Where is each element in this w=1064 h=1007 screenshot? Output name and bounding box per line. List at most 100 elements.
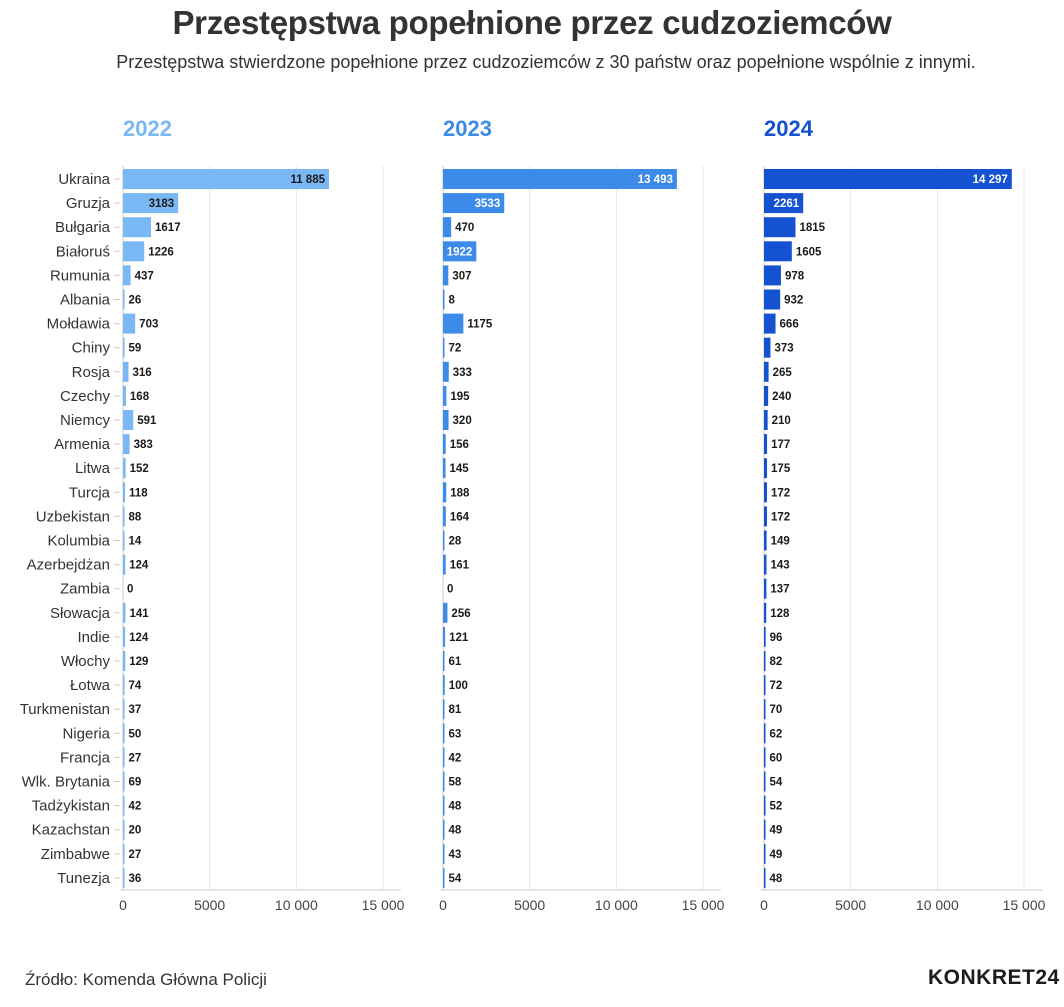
- bar-2023-rosja: [443, 361, 449, 382]
- x-tick-label: 10 000: [595, 897, 638, 913]
- country-label: Wlk. Brytania: [22, 774, 111, 791]
- bar-2022-turkmenistan: [123, 699, 125, 720]
- country-label: Włochy: [61, 653, 111, 670]
- data-label: 168: [130, 391, 150, 403]
- bar-2022-niemcy: [123, 410, 134, 430]
- country-label: Gruzja: [66, 195, 111, 212]
- bar-2024-kolumbia: [764, 530, 767, 551]
- bar-2022-kazachstan: [123, 819, 125, 840]
- bar-2023-gruzja: [443, 193, 505, 214]
- bar-2024-litwa: [764, 458, 768, 479]
- bar-2022-kolumbia: [123, 530, 125, 551]
- bar-2022-armenia: [123, 434, 130, 455]
- bar-2023-niemcy: [443, 410, 449, 430]
- data-label: 195: [450, 391, 470, 403]
- data-label: 28: [449, 536, 462, 548]
- bar-2023-azerbejd-an: [443, 554, 446, 575]
- data-label: 49: [770, 849, 783, 861]
- data-label: 88: [129, 511, 142, 523]
- data-label: 240: [772, 391, 791, 403]
- x-tick-label: 5000: [194, 897, 225, 913]
- x-tick-label: 0: [119, 897, 127, 913]
- data-label: 2261: [774, 198, 800, 210]
- bar-2023-czechy: [443, 385, 447, 406]
- x-tick-label: 15 000: [682, 897, 725, 913]
- x-tick-label: 10 000: [275, 897, 318, 913]
- bar-2024--otwa: [764, 675, 766, 696]
- country-label: Słowacja: [50, 605, 111, 622]
- data-label: 137: [770, 584, 789, 596]
- data-label: 932: [784, 295, 803, 307]
- data-label: 61: [449, 656, 462, 668]
- bar-2024-chiny: [764, 337, 771, 358]
- data-label: 82: [770, 656, 783, 668]
- bar-2023-tad-ykistan: [443, 795, 445, 816]
- data-label: 320: [453, 415, 472, 427]
- data-label: 383: [134, 439, 153, 451]
- konkret24-logo[interactable]: KONKRET24: [928, 966, 1060, 989]
- data-label: 48: [449, 801, 462, 813]
- data-label: 118: [129, 487, 148, 499]
- bar-2023-tunezja: [443, 867, 445, 888]
- data-label: 54: [770, 777, 783, 789]
- data-label: 54: [449, 873, 462, 885]
- data-label: 63: [449, 728, 462, 740]
- bar-2023-uzbekistan: [443, 506, 446, 527]
- data-label: 161: [450, 560, 470, 572]
- data-label: 62: [770, 728, 783, 740]
- data-label: 373: [774, 343, 793, 355]
- bar-2022-chiny: [123, 337, 125, 358]
- data-label: 48: [770, 873, 783, 885]
- country-label: Kolumbia: [47, 533, 110, 550]
- data-label: 42: [129, 801, 142, 813]
- bar-2023-wlk-brytania: [443, 771, 445, 792]
- bar-2022-indie: [123, 626, 126, 647]
- data-label: 124: [129, 560, 149, 572]
- bar-2022-bia-oru-: [123, 241, 145, 262]
- country-label: Bułgaria: [55, 219, 111, 236]
- bar-2022-s-owacja: [123, 602, 126, 623]
- data-label: 175: [771, 463, 791, 475]
- data-label: 20: [129, 825, 142, 837]
- data-label: 666: [780, 319, 799, 331]
- bar-2024-kazachstan: [764, 819, 766, 840]
- x-tick-label: 15 000: [1003, 897, 1046, 913]
- data-label: 27: [129, 849, 142, 861]
- data-label: 13 493: [638, 174, 673, 186]
- bar-2023-turkmenistan: [443, 699, 445, 720]
- bar-2023-litwa: [443, 458, 446, 479]
- bar-2023-rumunia: [443, 265, 449, 286]
- data-label: 70: [770, 704, 783, 716]
- x-tick-label: 0: [760, 897, 768, 913]
- country-label: Armenia: [54, 436, 111, 453]
- data-label: 37: [129, 704, 142, 716]
- data-label: 152: [130, 463, 149, 475]
- country-label: Francja: [60, 749, 111, 766]
- bar-2024-s-owacja: [764, 602, 767, 623]
- bar-2023-bu-garia: [443, 217, 452, 238]
- country-label: Niemcy: [60, 412, 111, 429]
- data-label: 52: [770, 801, 783, 813]
- bar-2022-wlk-brytania: [123, 771, 125, 792]
- data-label: 128: [770, 608, 790, 620]
- chart-subtitle: Przestępstwa stwierdzone popełnione prze…: [116, 52, 976, 72]
- data-label: 149: [771, 536, 790, 548]
- country-label: Indie: [77, 629, 110, 646]
- bar-2024-albania: [764, 289, 781, 310]
- bar-2024-azerbejd-an: [764, 554, 767, 575]
- data-label: 1175: [467, 319, 493, 331]
- data-label: 1605: [796, 246, 822, 258]
- data-label: 58: [449, 777, 462, 789]
- data-label: 1922: [447, 246, 473, 258]
- bar-2022-nigeria: [123, 723, 125, 744]
- country-label: Ukraina: [58, 171, 110, 188]
- bar-2023--otwa: [443, 675, 445, 696]
- country-label: Kazachstan: [32, 822, 110, 839]
- data-label: 48: [449, 825, 462, 837]
- bar-2022-gruzja: [123, 193, 179, 214]
- bar-2024-niemcy: [764, 410, 768, 430]
- data-label: 74: [129, 680, 142, 692]
- data-label: 50: [129, 728, 142, 740]
- data-label: 333: [453, 367, 472, 379]
- data-label: 49: [770, 825, 783, 837]
